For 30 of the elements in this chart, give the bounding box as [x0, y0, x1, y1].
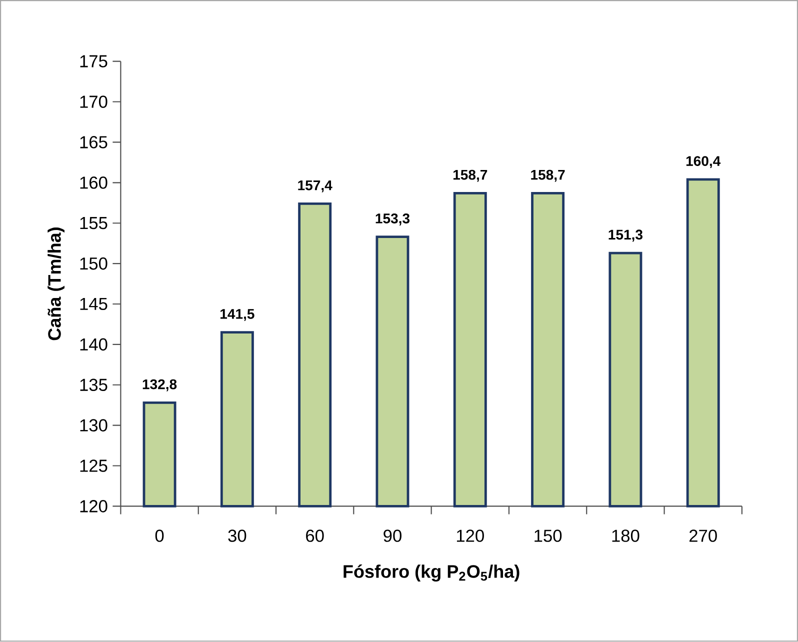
y-tick-label: 150	[80, 258, 108, 270]
data-label: 157,4	[298, 180, 332, 192]
y-tick-label: 145	[80, 298, 108, 310]
x-tick-label: 30	[228, 530, 246, 542]
x-tick-label: 0	[155, 530, 164, 542]
x-tick-label: 60	[306, 530, 324, 542]
x-tick-label: 150	[534, 530, 562, 542]
data-label: 158,7	[531, 170, 565, 182]
x-tick-label: 270	[689, 530, 717, 542]
data-label: 141,5	[220, 309, 254, 322]
x-tick-label: 120	[456, 530, 484, 542]
y-tick-label: 170	[80, 96, 108, 108]
x-axis-title: Fósforo (kg P$_{2}$O$_{5}$/ha)	[344, 564, 520, 582]
data-label: 160,4	[686, 156, 721, 168]
y-tick-label: 140	[80, 338, 108, 351]
data-label: 132,8	[142, 379, 177, 392]
x-tick-label: 90	[384, 530, 402, 542]
y-tick-label: 130	[80, 419, 108, 432]
y-tick-label: 125	[80, 460, 108, 472]
y-tick-label: 175	[80, 55, 108, 68]
y-tick-label: 155	[80, 217, 108, 230]
x-tick-label: 180	[612, 530, 640, 542]
y-tick-label: 160	[80, 176, 108, 189]
data-label: 151,3	[608, 230, 642, 242]
y-tick-label: 165	[80, 136, 108, 149]
data-label: 158,7	[453, 170, 488, 182]
y-tick-label: 135	[80, 378, 108, 392]
y-axis-title: Caña (Tm/ha)	[48, 228, 64, 340]
y-tick-label: 120	[80, 500, 108, 513]
data-label: 153,3	[376, 214, 410, 226]
